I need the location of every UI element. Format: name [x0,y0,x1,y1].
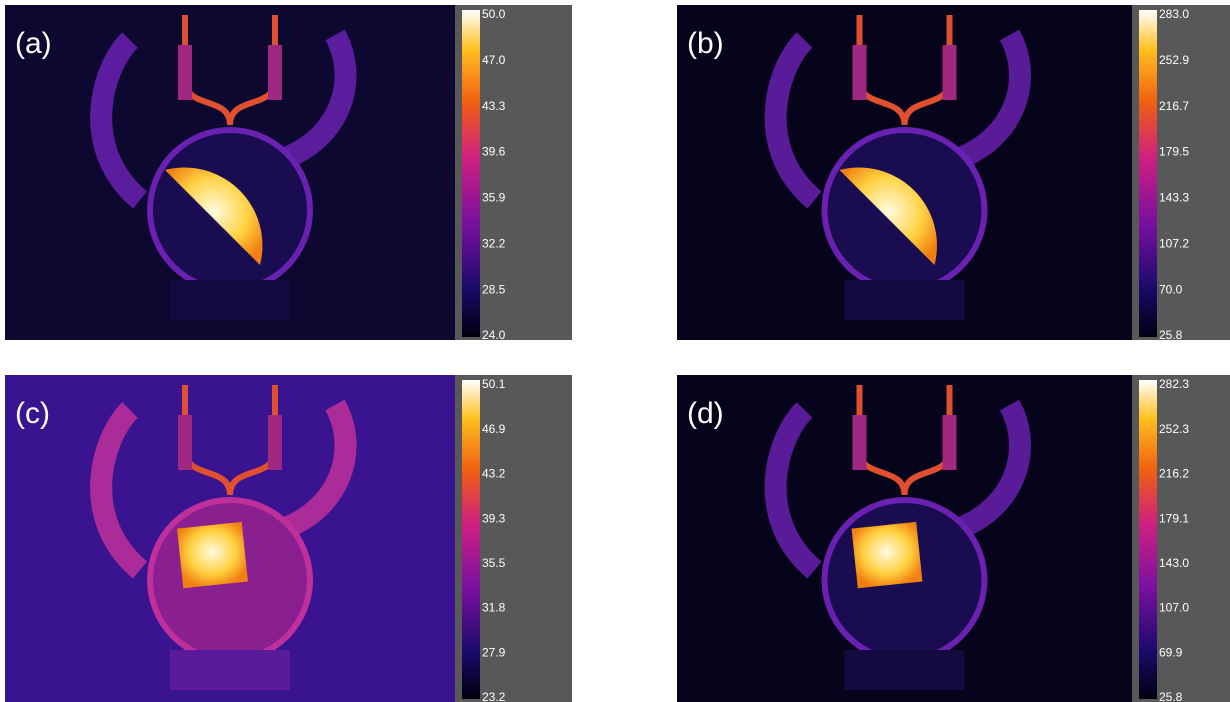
colorbar-scale [1139,380,1157,699]
colorbar-scale [462,380,480,699]
colorbar-tick-label: 50.0 [482,7,506,21]
hot-square [852,522,923,588]
thermal-image: (a) [5,5,455,340]
colorbar-tick-label: 24.0 [482,328,506,342]
pipe-body [178,45,192,100]
panel-label: (a) [15,27,52,60]
panel-label: (c) [15,397,50,430]
colorbar-tick-label: 28.5 [482,282,506,296]
colorbar-tick-label: 46.9 [482,422,506,436]
pipe-body [853,415,867,470]
colorbar-tick-label: 252.3 [1159,422,1189,436]
colorbar-tick-label: 32.2 [482,236,506,250]
panel: (c) 50.1 46.9 43.2 39.3 35.5 31.8 27.9 23.2 [5,375,572,702]
colorbar-tick-label: 216.2 [1159,467,1189,481]
thermal-image: (d) [677,375,1132,702]
colorbar-scale [1139,10,1157,337]
colorbar-tick-label: 35.5 [482,556,506,570]
colorbar-tick-label: 143.0 [1159,556,1189,570]
colorbar-tick-label: 179.5 [1159,145,1189,159]
figure: (a) 50.0 47.0 43.3 39.6 35.9 32.2 28.5 24.0 (b) 28… [0,0,1230,702]
thermal-image: (c) [5,375,455,702]
colorbar-tick-label: 282.3 [1159,377,1189,391]
base [170,650,290,690]
colorbar-tick-label: 23.2 [482,690,506,702]
colorbar-tick-label: 143.3 [1159,191,1189,205]
colorbar-tick-label: 107.0 [1159,601,1189,615]
colorbar-tick-label: 47.0 [482,53,506,67]
colorbar: 283.0 252.9 216.7 179.5 143.3 107.2 70.0 25.8 [1132,5,1230,342]
thermal-image: (b) [677,5,1132,340]
panel: (b) 283.0 252.9 216.7 179.5 143.3 107.2 70.0 25.… [677,5,1230,342]
colorbar-scale [462,10,480,337]
colorbar: 282.3 252.3 216.2 179.1 143.0 107.0 69.9 25.8 [1132,375,1230,702]
colorbar-tick-label: 107.2 [1159,236,1189,250]
base [845,650,965,690]
colorbar-tick-label: 27.9 [482,645,506,659]
pipe-body [943,45,957,100]
colorbar-tick-label: 39.3 [482,511,506,525]
colorbar-tick-label: 31.8 [482,601,506,615]
panel-label: (d) [687,397,724,430]
pipe-body [178,415,192,470]
panel-label: (b) [687,27,724,60]
colorbar-tick-label: 216.7 [1159,99,1189,113]
colorbar-tick-label: 39.6 [482,145,506,159]
colorbar-tick-label: 70.0 [1159,282,1183,296]
base [170,280,290,320]
colorbar-tick-label: 25.8 [1159,690,1183,702]
colorbar-tick-label: 50.1 [482,377,506,391]
colorbar-tick-label: 69.9 [1159,645,1183,659]
panel: (d) 282.3 252.3 216.2 179.1 143.0 107.0 69.9 25.… [677,375,1230,702]
colorbar-tick-label: 25.8 [1159,328,1183,342]
colorbar-tick-label: 179.1 [1159,511,1189,525]
pipe-body [853,45,867,100]
base [845,280,965,320]
colorbar-tick-label: 283.0 [1159,7,1189,21]
colorbar-tick-label: 252.9 [1159,53,1189,67]
colorbar: 50.1 46.9 43.2 39.3 35.5 31.8 27.9 23.2 [455,375,572,702]
pipe-body [943,415,957,470]
colorbar-tick-label: 43.3 [482,99,506,113]
hot-square [177,522,248,588]
colorbar: 50.0 47.0 43.3 39.6 35.9 32.2 28.5 24.0 [455,5,572,342]
colorbar-tick-label: 35.9 [482,191,506,205]
colorbar-tick-label: 43.2 [482,467,506,481]
panel: (a) 50.0 47.0 43.3 39.6 35.9 32.2 28.5 24.0 [5,5,572,342]
pipe-body [268,415,282,470]
pipe-body [268,45,282,100]
